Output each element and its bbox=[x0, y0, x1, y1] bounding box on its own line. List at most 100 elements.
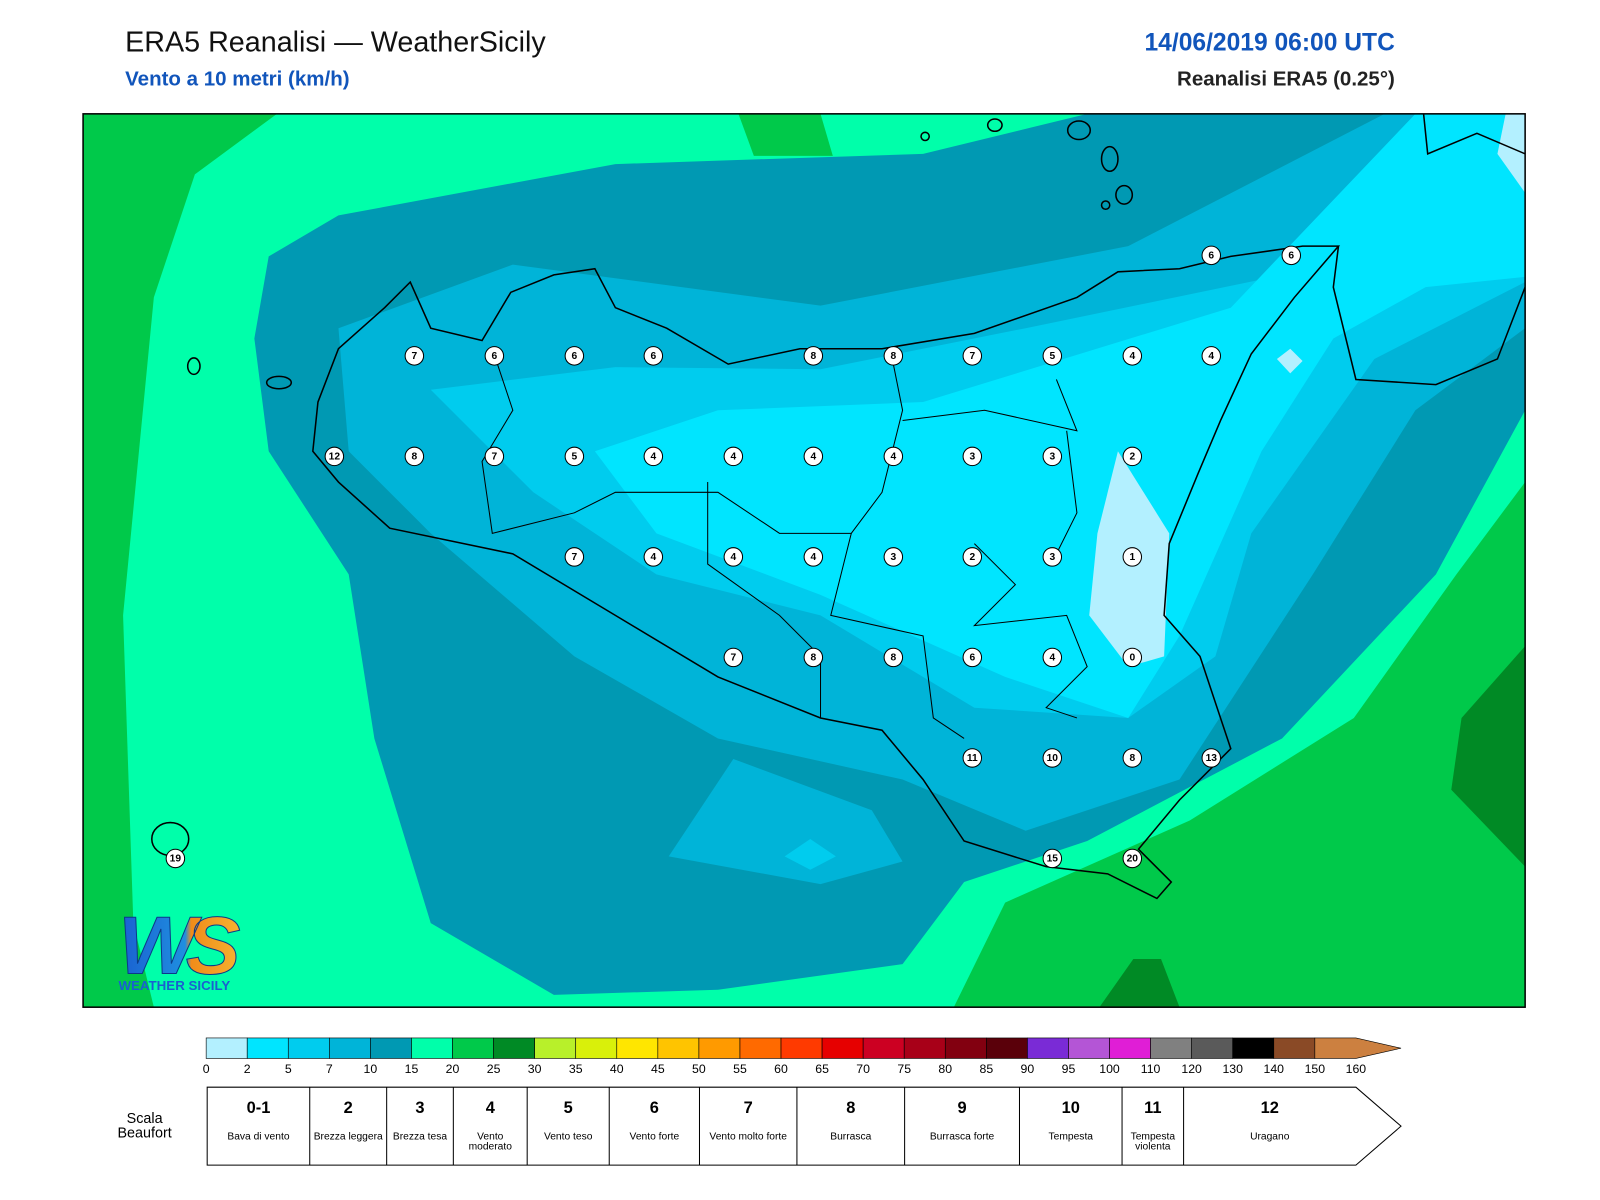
station-value: 13 bbox=[1206, 753, 1218, 764]
station-value: 3 bbox=[890, 552, 896, 563]
station-value: 7 bbox=[492, 452, 498, 463]
station-value: 19 bbox=[170, 854, 182, 865]
station-marker bbox=[643, 547, 664, 567]
colorbar-tick-label: 95 bbox=[1062, 1062, 1076, 1076]
beaufort-cell: 2 Brezza leggera bbox=[310, 1087, 387, 1165]
colorbar-segment bbox=[370, 1037, 412, 1059]
beaufort-outline bbox=[206, 1086, 1402, 1166]
contour-20 bbox=[738, 113, 833, 156]
beaufort-cell: 6 Vento forte bbox=[609, 1087, 699, 1165]
colorbar-segment bbox=[452, 1037, 494, 1059]
station-value: 2 bbox=[969, 552, 975, 563]
colorbar-tick-label: 60 bbox=[774, 1062, 788, 1076]
station-value: 7 bbox=[730, 653, 736, 664]
station-value: 4 bbox=[890, 452, 896, 463]
colorbar-segment bbox=[1109, 1037, 1151, 1059]
colorbar-segment bbox=[534, 1037, 577, 1059]
station-value: 6 bbox=[650, 351, 656, 362]
station-marker bbox=[723, 647, 744, 668]
colorbar-segment bbox=[329, 1037, 371, 1059]
colorbar-segment bbox=[986, 1037, 1028, 1059]
colorbar-tick-label: 50 bbox=[692, 1062, 706, 1076]
map-frame bbox=[82, 113, 1526, 1008]
station-value: 5 bbox=[1049, 351, 1055, 362]
contour-25 bbox=[1099, 958, 1180, 1008]
beaufort-cell: 0-1 Bava di vento bbox=[207, 1087, 310, 1165]
colorbar-segment bbox=[575, 1037, 618, 1059]
station-value: 10 bbox=[1047, 753, 1059, 764]
beaufort-cell: 11 Tempesta violenta bbox=[1122, 1087, 1184, 1165]
station-marker bbox=[1122, 547, 1143, 567]
station-value: 4 bbox=[730, 452, 736, 463]
colorbar-segment bbox=[862, 1037, 905, 1059]
station-marker bbox=[404, 346, 425, 366]
beaufort-description: Brezza tesa bbox=[392, 1131, 448, 1143]
colorbar-tick-label: 2 bbox=[244, 1062, 251, 1076]
colorbar-tick-label: 100 bbox=[1099, 1062, 1120, 1076]
station-value: 4 bbox=[650, 552, 656, 563]
colorbar-tick-label: 80 bbox=[938, 1062, 952, 1076]
map: 6 6 7 6 6 6 8 8 7 5 4 4 12 8 7 5 4 4 4 4 3 3 2 7 4 4 4 3 2 3 1 7 8 8 6 4 0 11… bbox=[83, 113, 1526, 1008]
station-value: 4 bbox=[1208, 351, 1214, 362]
station-marker bbox=[564, 547, 585, 567]
station-marker bbox=[803, 647, 824, 668]
station-value: 8 bbox=[890, 351, 896, 362]
colorbar-segment bbox=[739, 1037, 782, 1059]
station-value: 2 bbox=[1129, 452, 1135, 463]
colorbar-tick-label: 10 bbox=[364, 1062, 378, 1076]
station-marker bbox=[643, 446, 664, 467]
beaufort-description: Uragano bbox=[1250, 1131, 1290, 1143]
station-marker bbox=[1281, 245, 1302, 266]
colorbar-segment bbox=[698, 1037, 741, 1059]
colorbar-tick-label: 0 bbox=[203, 1062, 210, 1076]
station-value: 4 bbox=[810, 552, 816, 563]
station-value: 6 bbox=[572, 351, 578, 362]
beaufort-cell: 3 Brezza tesa bbox=[387, 1087, 454, 1165]
station-marker bbox=[1201, 346, 1222, 366]
station-value: 0 bbox=[1129, 653, 1135, 664]
station-marker bbox=[962, 346, 983, 366]
beaufort-force: 12 bbox=[1260, 1099, 1279, 1117]
beaufort-cell: 8 Burrasca bbox=[797, 1087, 905, 1165]
station-value: 8 bbox=[810, 351, 816, 362]
station-value: 8 bbox=[810, 653, 816, 664]
colorbar-segment bbox=[780, 1037, 823, 1059]
colorbar-tick-label: 40 bbox=[610, 1062, 624, 1076]
beaufort-description: Tempesta violenta bbox=[1130, 1131, 1176, 1153]
beaufort-description: Vento forte bbox=[629, 1131, 680, 1143]
station-value: 1 bbox=[1129, 552, 1135, 563]
colorbar-tick-label: 160 bbox=[1346, 1062, 1367, 1076]
station-marker bbox=[1201, 245, 1222, 266]
station-marker bbox=[962, 748, 983, 768]
station-value: 7 bbox=[969, 351, 975, 362]
colorbar-segment bbox=[657, 1037, 700, 1059]
beaufort-force: 8 bbox=[846, 1099, 856, 1117]
contour-25 bbox=[1451, 646, 1526, 867]
colorbar-segment bbox=[944, 1037, 987, 1059]
station-value: 6 bbox=[492, 351, 498, 362]
station-marker bbox=[723, 547, 744, 567]
beaufort-force: 3 bbox=[415, 1099, 425, 1117]
station-value: 6 bbox=[1208, 251, 1214, 262]
station-value: 15 bbox=[1047, 854, 1059, 865]
station-value: 12 bbox=[329, 452, 341, 463]
beaufort-force: 10 bbox=[1061, 1099, 1080, 1117]
station-value: 3 bbox=[1049, 452, 1055, 463]
station-marker bbox=[723, 446, 744, 467]
colorbar-tick-label: 150 bbox=[1305, 1062, 1326, 1076]
beaufort-cell: 7 Vento molto forte bbox=[699, 1087, 796, 1165]
colorbar-tick-label: 130 bbox=[1222, 1062, 1243, 1076]
colorbar-tick-label: 90 bbox=[1021, 1062, 1035, 1076]
station-value: 4 bbox=[730, 552, 736, 563]
station-value: 5 bbox=[572, 452, 578, 463]
beaufort-description: Vento teso bbox=[543, 1131, 593, 1143]
colorbar-tick-label: 140 bbox=[1264, 1062, 1285, 1076]
station-marker bbox=[962, 446, 983, 467]
colorbar-tick-label: 110 bbox=[1141, 1062, 1161, 1076]
station-marker bbox=[883, 446, 904, 467]
beaufort-cell: 5 Vento teso bbox=[527, 1087, 609, 1165]
station-value: 4 bbox=[810, 452, 816, 463]
beaufort-description: Burrasca forte bbox=[929, 1131, 995, 1143]
colorbar-segment bbox=[287, 1037, 330, 1059]
